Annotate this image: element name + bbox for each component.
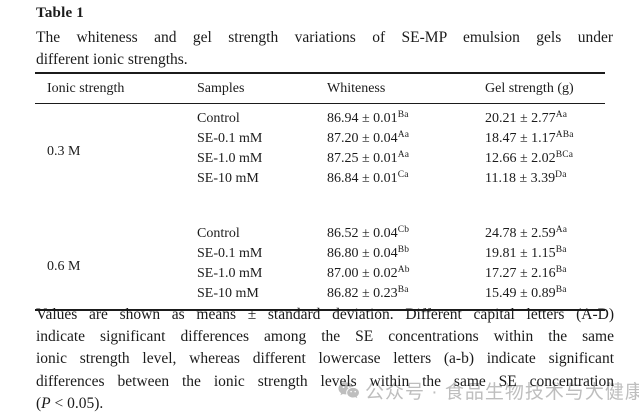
table-footnote: Values are shown as means ± standard dev… [36,304,614,415]
gel-strength-value: 17.27 ± 2.16 [485,266,556,281]
header-gel-strength: Gel strength (g) [473,73,605,104]
whiteness-superscript: Aa [397,150,410,160]
whiteness-cell: 86.94 ± 0.01Ba [315,104,473,130]
table-row: 0.6 M Control 86.52 ± 0.04Cb 24.78 ± 2.5… [35,219,605,273]
whiteness-value: 86.82 ± 0.23 [327,286,398,301]
p-value-symbol: P [41,394,51,412]
whiteness-superscript: Ab [397,265,410,275]
gel-strength-value: 18.47 ± 1.17 [485,131,556,146]
whiteness-value: 86.80 ± 0.04 [327,246,398,261]
sample-cell: Control [197,226,240,241]
gel-strength-value: 15.49 ± 0.89 [485,286,556,301]
gel-strength-value: 20.21 ± 2.77 [485,111,556,126]
table-row: SE-1.0 mM 87.25 ± 0.01Aa 12.66 ± 2.02BCa [35,149,605,169]
whiteness-superscript: Ba [397,110,409,120]
gel-strength-cell: 18.47 ± 1.17ABa [473,129,605,149]
table-row: SE-0.1 mM 87.20 ± 0.04Aa 18.47 ± 1.17ABa [35,129,605,149]
whiteness-value: 87.20 ± 0.04 [327,131,398,146]
whiteness-superscript: Ca [397,170,409,180]
gel-strength-value: 12.66 ± 2.02 [485,151,556,166]
whiteness-superscript: Cb [397,225,410,235]
header-ionic-strength: Ionic strength [35,73,185,104]
table-row: SE-0.1 mM 86.80 ± 0.04Bb 19.81 ± 1.15Ba [35,244,605,264]
sample-cell: SE-10 mM [197,286,259,301]
table-caption: The whiteness and gel strength variation… [36,27,613,71]
watermark-text: 公众号 · 食品生物技术与大健康 [365,382,639,403]
whiteness-cell: 86.80 ± 0.04Bb [315,244,473,264]
sample-cell: SE-0.1 mM [197,246,263,261]
gel-strength-superscript: Da [555,170,567,180]
sample-cell: SE-0.1 mM [197,131,263,146]
whiteness-cell: 86.52 ± 0.04Cb [315,219,473,244]
whiteness-superscript: Ba [397,285,409,295]
whiteness-cell: 87.25 ± 0.01Aa [315,149,473,169]
whiteness-cell: 87.00 ± 0.02Ab [315,264,473,284]
table-number-title: Table 1 [36,5,84,21]
gel-strength-cell: 19.81 ± 1.15Ba [473,244,605,264]
whiteness-value: 87.00 ± 0.02 [327,266,398,281]
gel-strength-superscript: BCa [555,150,574,160]
gel-strength-cell: 20.21 ± 2.77Aa [473,104,605,130]
sample-cell: SE-1.0 mM [197,266,263,281]
header-row: Ionic strength Samples Whiteness Gel str… [35,73,605,104]
footnote-line-2: indicate significant differences among t… [36,328,614,346]
table-row: SE-10 mM 86.82 ± 0.23Ba 15.49 ± 0.89Ba [35,284,605,310]
whiteness-superscript: Bb [397,245,410,255]
gel-strength-cell: 17.27 ± 2.16Ba [473,264,605,284]
footnote-line-5: (P < 0.05). [36,394,104,412]
gel-strength-cell: 24.78 ± 2.59Aa [473,219,605,244]
gel-strength-value: 24.78 ± 2.59 [485,226,556,241]
table-row: 0.3 M Control 86.94 ± 0.01Ba 20.21 ± 2.7… [35,104,605,158]
gel-strength-superscript: Ba [555,245,567,255]
ionic-strength-cell: 0.3 M [47,143,81,159]
gel-strength-superscript: ABa [555,130,574,140]
sample-cell: SE-10 mM [197,171,259,186]
whiteness-superscript: Aa [397,130,410,140]
whiteness-value: 86.52 ± 0.04 [327,226,398,241]
gel-strength-superscript: Aa [555,110,568,120]
spacer-row [35,194,605,219]
sample-cell: Control [197,111,240,126]
header-samples: Samples [185,73,315,104]
gel-strength-value: 19.81 ± 1.15 [485,246,556,261]
whiteness-cell: 87.20 ± 0.04Aa [315,129,473,149]
ionic-strength-cell: 0.6 M [47,258,81,274]
group-0-3M: 0.3 M Control 86.94 ± 0.01Ba 20.21 ± 2.7… [35,104,605,195]
watermark: 公众号 · 食品生物技术与大健康 [337,377,639,404]
gel-strength-cell: 15.49 ± 0.89Ba [473,284,605,310]
table-header: Ionic strength Samples Whiteness Gel str… [35,73,605,104]
footnote-line-4: differences between the ionic strength l… [36,372,614,390]
table-row: SE-10 mM 86.84 ± 0.01Ca 11.18 ± 3.39Da [35,169,605,194]
gel-strength-superscript: Ba [555,285,567,295]
gel-strength-superscript: Ba [555,265,567,275]
whiteness-value: 86.94 ± 0.01 [327,111,398,126]
footnote-line-1: Values are shown as means ± standard dev… [36,306,614,323]
caption-line-2: different ionic strengths. [36,51,188,68]
sample-cell: SE-1.0 mM [197,151,263,166]
table-row: SE-1.0 mM 87.00 ± 0.02Ab 17.27 ± 2.16Ba [35,264,605,284]
whiteness-value: 87.25 ± 0.01 [327,151,398,166]
whiteness-cell: 86.82 ± 0.23Ba [315,284,473,310]
group-spacer [35,194,605,219]
gel-strength-superscript: Aa [555,225,568,235]
data-table-container: Ionic strength Samples Whiteness Gel str… [35,72,605,311]
group-0-6M: 0.6 M Control 86.52 ± 0.04Cb 24.78 ± 2.5… [35,219,605,310]
caption-line-1: The whiteness and gel strength variation… [36,29,613,46]
whiteness-value: 86.84 ± 0.01 [327,171,398,186]
gel-strength-cell: 11.18 ± 3.39Da [473,169,605,194]
whiteness-cell: 86.84 ± 0.01Ca [315,169,473,194]
results-table: Ionic strength Samples Whiteness Gel str… [35,72,605,311]
gel-strength-cell: 12.66 ± 2.02BCa [473,149,605,169]
gel-strength-value: 11.18 ± 3.39 [485,171,556,186]
header-whiteness: Whiteness [315,73,473,104]
footnote-line-3: ionic strength level, whereas different … [36,350,614,368]
wechat-icon [337,379,360,402]
